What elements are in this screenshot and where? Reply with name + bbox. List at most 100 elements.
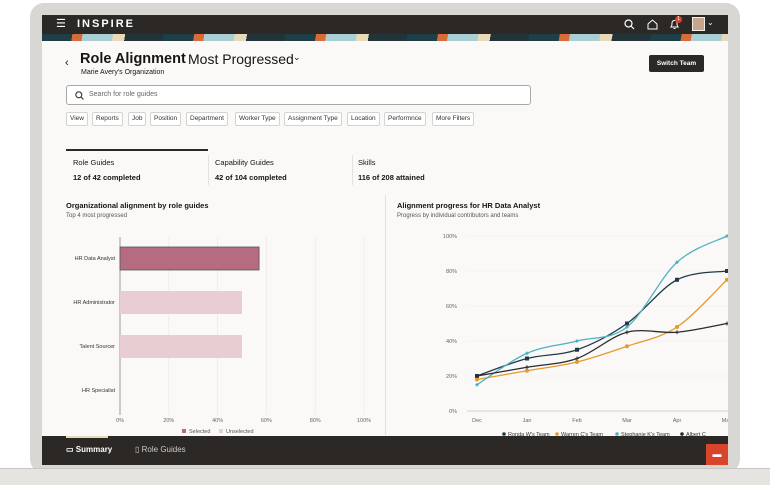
bar — [120, 335, 242, 358]
organization-name: Marie Avery's Organization — [81, 69, 165, 76]
x-tick-label: Jan — [523, 418, 532, 424]
bottom-navigation: ▭ Summary ▯ Role Guides ▬ — [42, 436, 728, 465]
x-tick-label: Apr — [673, 418, 682, 424]
chevron-down-icon[interactable]: ⌄ — [293, 52, 301, 62]
data-point — [725, 277, 728, 282]
presentation-icon: ▭ — [66, 445, 74, 454]
nav-selected-indicator — [66, 436, 108, 438]
laptop-base — [0, 468, 770, 485]
switch-team-button[interactable]: Switch Team — [649, 55, 704, 72]
x-tick-label: 60% — [261, 418, 272, 424]
y-tick-label: 40% — [446, 339, 457, 345]
search-input[interactable]: Search for role guides — [66, 85, 531, 105]
filter-location[interactable]: Location — [347, 112, 380, 126]
data-point — [625, 330, 629, 335]
back-icon[interactable]: ‹ — [65, 57, 69, 69]
x-tick-label: Feb — [572, 418, 581, 424]
filter-reports[interactable]: Reports — [92, 112, 123, 126]
y-tick-label: 100% — [443, 234, 457, 240]
category-label: HR Administrator — [73, 300, 115, 306]
home-icon[interactable] — [647, 19, 658, 30]
data-point — [675, 330, 679, 335]
series-line — [476, 235, 728, 386]
filter-assignment-type[interactable]: Assignment Type — [284, 112, 342, 126]
nav-summary[interactable]: ▭ Summary — [66, 445, 112, 454]
legend-swatch — [219, 429, 223, 433]
data-point — [525, 365, 529, 370]
tab-value: 42 of 104 completed — [215, 173, 287, 182]
tab-role-guides[interactable]: Role Guides 12 of 42 completed — [73, 158, 141, 182]
category-label: HR Specialist — [82, 388, 115, 394]
y-tick-label: 80% — [446, 269, 457, 275]
legend-marker — [680, 432, 684, 436]
bar-chart-subtitle: Top 4 most progressed — [66, 213, 128, 219]
tab-label: Capability Guides — [215, 158, 274, 167]
legend-marker — [555, 432, 559, 436]
filter-worker-type[interactable]: Worker Type — [235, 112, 280, 126]
bar — [120, 291, 242, 314]
app-logo: INSPIRE — [77, 18, 136, 30]
bell-icon[interactable] — [669, 19, 680, 30]
bar-chart: 0% 20% 40% 60% 80% 100% HR Data Analyst HR Admi… — [73, 237, 371, 435]
data-point — [625, 344, 629, 349]
nav-label: Role Guides — [141, 445, 186, 454]
filter-position[interactable]: Position — [150, 112, 182, 126]
series-line — [476, 279, 728, 381]
tab-skills[interactable]: Skills 116 of 208 attained — [358, 158, 425, 182]
tab-label: Skills — [358, 158, 376, 167]
y-tick-label: 60% — [446, 304, 457, 310]
chevron-down-icon[interactable]: ⌄ — [707, 18, 714, 27]
app-screen: ☰ INSPIRE 1 ⌄ ‹ Role Alignment Most Prog… — [42, 15, 728, 465]
line-chart-subtitle: Progress by individual contributors and … — [397, 213, 519, 219]
hamburger-menu-icon[interactable]: ☰ — [56, 18, 66, 30]
data-point — [475, 374, 479, 378]
divider — [385, 195, 386, 435]
notification-badge: 1 — [675, 16, 682, 23]
search-icon — [75, 91, 84, 100]
legend-marker — [502, 432, 506, 436]
avatar[interactable] — [692, 17, 705, 31]
filter-more[interactable]: More Filters — [432, 112, 475, 126]
category-label: Talent Sourcer — [80, 344, 116, 350]
tab-label: Role Guides — [73, 158, 115, 167]
series-line — [476, 322, 728, 377]
top-bar: ☰ INSPIRE 1 ⌄ — [42, 15, 728, 34]
search-placeholder: Search for role guides — [89, 91, 158, 98]
tab-capability-guides[interactable]: Capability Guides 42 of 104 completed — [215, 158, 287, 182]
chat-icon: ▬ — [712, 449, 722, 459]
data-point — [725, 234, 728, 238]
data-point — [475, 382, 479, 387]
legend-label: Selected — [189, 429, 210, 435]
legend-marker — [615, 432, 619, 436]
data-point — [625, 325, 629, 329]
data-point — [725, 321, 728, 326]
x-tick-label: May — [722, 418, 728, 424]
y-tick-label: 0% — [449, 409, 457, 415]
legend-label: Albert C — [686, 432, 706, 436]
line-chart: 0% 20% 40% 60% 80% 100% Dec Jan Feb Mar Apr May Rond… — [443, 234, 728, 436]
divider — [352, 155, 353, 185]
book-icon: ▯ — [135, 445, 140, 454]
data-point — [575, 360, 579, 364]
data-point — [675, 277, 679, 282]
line-chart-title: Alignment progress for HR Data Analyst — [397, 201, 541, 210]
legend-swatch — [182, 429, 186, 433]
legend-label: Unselected — [226, 429, 254, 435]
data-point — [475, 377, 479, 382]
chat-button[interactable]: ▬ — [706, 444, 728, 465]
bar — [119, 246, 260, 271]
data-point — [575, 339, 579, 343]
x-tick-label: 20% — [163, 418, 174, 424]
search-icon[interactable] — [624, 19, 635, 30]
decorative-banner — [42, 34, 728, 41]
filter-performance[interactable]: Performnce — [384, 112, 426, 126]
filter-department[interactable]: Department — [186, 112, 228, 126]
tab-selected-indicator — [66, 149, 208, 151]
filter-view[interactable]: View — [66, 112, 88, 126]
data-point — [525, 368, 529, 373]
nav-role-guides[interactable]: ▯ Role Guides — [135, 445, 186, 454]
tab-value: 116 of 208 attained — [358, 173, 425, 182]
view-selector[interactable]: Most Progressed — [188, 51, 294, 67]
x-tick-label: 100% — [357, 418, 371, 424]
filter-job[interactable]: Job — [128, 112, 147, 126]
